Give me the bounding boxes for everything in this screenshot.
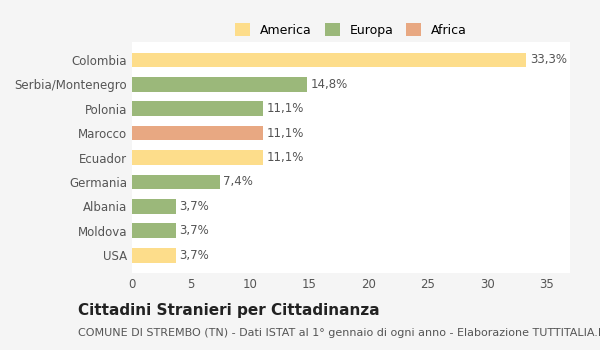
Bar: [132, 102, 263, 116]
Bar: [132, 175, 220, 189]
Bar: [132, 199, 176, 214]
Bar: [132, 52, 526, 67]
Text: 3,7%: 3,7%: [179, 200, 209, 213]
Bar: [132, 126, 263, 140]
Legend: America, Europa, Africa: America, Europa, Africa: [230, 18, 472, 42]
Bar: [132, 223, 176, 238]
Bar: [132, 150, 263, 165]
Text: 3,7%: 3,7%: [179, 248, 209, 262]
Text: Cittadini Stranieri per Cittadinanza: Cittadini Stranieri per Cittadinanza: [78, 303, 380, 318]
Text: 11,1%: 11,1%: [267, 102, 304, 115]
Text: 11,1%: 11,1%: [267, 151, 304, 164]
Text: 33,3%: 33,3%: [530, 53, 567, 66]
Text: COMUNE DI STREMBO (TN) - Dati ISTAT al 1° gennaio di ogni anno - Elaborazione TU: COMUNE DI STREMBO (TN) - Dati ISTAT al 1…: [78, 328, 600, 338]
Text: 11,1%: 11,1%: [267, 127, 304, 140]
Text: 7,4%: 7,4%: [223, 175, 253, 188]
Bar: [132, 248, 176, 262]
Text: 14,8%: 14,8%: [311, 78, 348, 91]
Bar: [132, 77, 307, 92]
Text: 3,7%: 3,7%: [179, 224, 209, 237]
